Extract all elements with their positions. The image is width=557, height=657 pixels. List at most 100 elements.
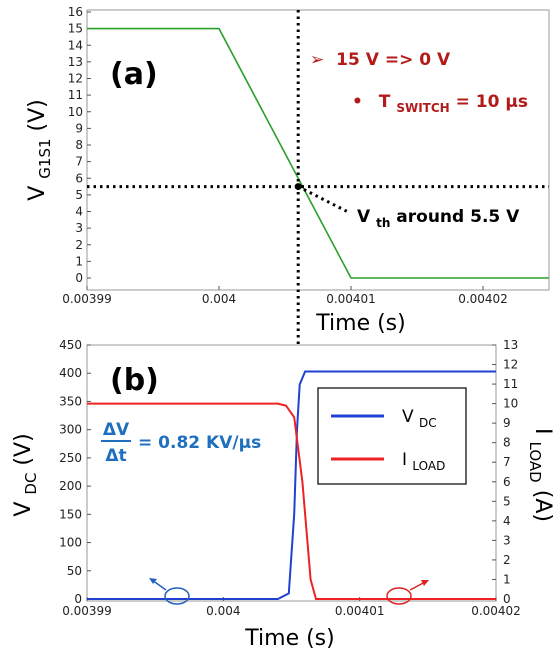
panel-b-left-y-tick-label: 300: [59, 423, 82, 437]
panel-b-right-y-tick-label: 8: [503, 436, 511, 450]
panel-a-y-axis-label: V G1S1 (V): [25, 99, 56, 201]
panel-b-right-y-tick-label: 3: [503, 533, 511, 547]
panel-a-y-tick-label: 11: [68, 88, 83, 102]
slope-annotation: ΔV Δt = 0.82 KV/µs: [101, 420, 261, 466]
panel-b-right-y-tick-label: 2: [503, 553, 511, 567]
panel-a-y-tick-label: 9: [75, 121, 83, 135]
panel-b-left-y-tick-label: 200: [59, 479, 82, 493]
panel-a-note-line2: • T SWITCH = 10 µs: [352, 92, 528, 117]
panel-a-y-tick-label: 7: [75, 155, 83, 169]
panel-a-vth-main: V: [357, 207, 371, 227]
panel-a-y-label-main: V: [25, 186, 50, 201]
panel-a-note-voltage-change: 15 V => 0 V: [336, 50, 451, 70]
slope-value: = 0.82 KV/µs: [138, 433, 261, 453]
panel-b-left-y-tick-label: 450: [59, 338, 82, 352]
panel-b-left-y-tick-label: 350: [59, 394, 82, 408]
panel-a-vth-sub: th: [376, 216, 390, 230]
slope-delta-v: ΔV: [103, 420, 130, 440]
legend-box: [317, 387, 467, 485]
panel-b-left-y-tick-label: 150: [59, 507, 82, 521]
right-axis-indicator: [386, 580, 429, 605]
panel-b-x-ticks: 0.00399 0.004 0.00401 0.00402: [62, 597, 521, 618]
panel-a-x-tick-label: 0.00402: [458, 292, 508, 306]
panel-b-x-tick-label: 0.004: [206, 604, 240, 618]
arrow-bullet-icon: ➢: [310, 50, 324, 70]
panel-b-left-y-tick-label: 0: [74, 592, 82, 606]
panel-b-x-tick-label: 0.00402: [471, 604, 521, 618]
panel-a-y-tick-label: 6: [75, 171, 83, 185]
panel-a-note-line1: ➢ 15 V => 0 V: [310, 50, 451, 70]
legend-iload-sub: LOAD: [412, 459, 445, 473]
legend-vdc-label: V DC: [402, 407, 437, 430]
panel-b-right-y-tick-label: 1: [503, 572, 511, 586]
panel-a-y-tick-label: 3: [75, 221, 83, 235]
panel-a-vth-note: V th around 5.5 V: [357, 207, 520, 232]
panel-b-left-y-label-unit: (V): [11, 433, 36, 465]
panel-b-right-y-tick-label: 5: [503, 494, 511, 508]
right-axis-pointer-icon: [409, 581, 426, 591]
panel-a-y-tick-label: 12: [68, 72, 83, 86]
legend-iload-main: I: [402, 450, 407, 470]
panel-a-y-tick-label: 4: [75, 205, 83, 219]
panel-a-x-tick-label: 0.00399: [62, 292, 112, 306]
panel-b-label: (b): [110, 363, 159, 398]
panel-b-right-y-tick-label: 13: [503, 338, 518, 352]
dot-bullet-icon: •: [352, 92, 363, 112]
panel-a-y-tick-label: 13: [68, 55, 83, 69]
panel-b-right-y-tick-label: 9: [503, 416, 511, 430]
panel-b-right-y-tick-label: 6: [503, 475, 511, 489]
panel-b-right-y-tick-label: 0: [503, 592, 511, 606]
panel-a-y-label-unit: (V): [25, 99, 50, 131]
panel-a-note-t-main: T: [379, 92, 391, 112]
panel-b-right-y-tick-label: 12: [503, 358, 518, 372]
panel-b-left-y-ticks: 0 50 100 150 200 250 300 350 400 450: [59, 338, 91, 606]
panel-b-vdc-line: [87, 370, 496, 600]
left-axis-arrowhead-icon: [149, 578, 157, 584]
panel-a-y-tick-label: 2: [75, 238, 83, 252]
panel-b-left-y-tick-label: 50: [67, 564, 82, 578]
panel-a-note-t-sub: SWITCH: [396, 101, 449, 115]
panel-a-y-tick-label: 14: [68, 38, 83, 52]
panel-a-crosshair-dot: [294, 183, 302, 191]
panel-b-x-tick-label: 0.00399: [62, 604, 112, 618]
right-axis-arrowhead-icon: [421, 580, 429, 586]
panel-b-iload-line: [87, 402, 496, 600]
panel-b-right-y-label-unit: (A): [530, 490, 555, 522]
panel-a-vth-rest: around 5.5 V: [396, 207, 520, 227]
panel-b-left-y-label-main: V: [11, 502, 36, 517]
legend-vdc-main: V: [402, 407, 414, 427]
panel-b-x-tick-label: 0.00401: [335, 604, 385, 618]
panel-b-left-y-tick-label: 250: [59, 451, 82, 465]
panel-a-y-tick-label: 16: [68, 5, 83, 19]
panel-b-left-y-axis-label: V DC (V): [11, 433, 42, 516]
panel-a-series: [87, 27, 549, 279]
legend: V DC I LOAD: [317, 387, 467, 485]
panel-b-right-y-tick-label: 11: [503, 377, 518, 391]
panel-a-y-tick-label: 15: [68, 22, 83, 36]
panel-b-right-y-label-main: I: [530, 428, 555, 435]
panel-a-y-label-sub: G1S1: [36, 138, 54, 178]
panel-b-left-y-tick-label: 400: [59, 366, 82, 380]
panel-a-y-tick-label: 10: [68, 105, 83, 119]
panel-b-left-y-tick-label: 100: [59, 536, 82, 550]
panel-a-x-tick-label: 0.004: [202, 292, 236, 306]
panel-a-y-tick-label: 8: [75, 138, 83, 152]
slope-delta-t: Δt: [105, 446, 126, 466]
panel-a-x-axis-label: Time (s): [315, 311, 405, 336]
panel-a-x-tick-label: 0.00401: [326, 292, 376, 306]
panel-a-note-t-rest: = 10 µs: [456, 92, 528, 112]
panel-b-right-y-label-sub: LOAD: [526, 442, 544, 483]
panel-b-x-axis-label: Time (s): [244, 626, 334, 651]
panel-a-y-tick-label: 1: [75, 254, 83, 268]
panel-a-y-tick-label: 5: [75, 188, 83, 202]
panel-a-label: (a): [110, 57, 158, 92]
panel-b-left-y-label-sub: DC: [22, 473, 40, 495]
panel-a-y-tick-label: 0: [75, 271, 83, 285]
panel-b-right-y-axis-label: I LOAD (A): [524, 428, 555, 522]
panel-a-x-ticks: 0.00399 0.004 0.00401 0.00402: [62, 286, 508, 306]
